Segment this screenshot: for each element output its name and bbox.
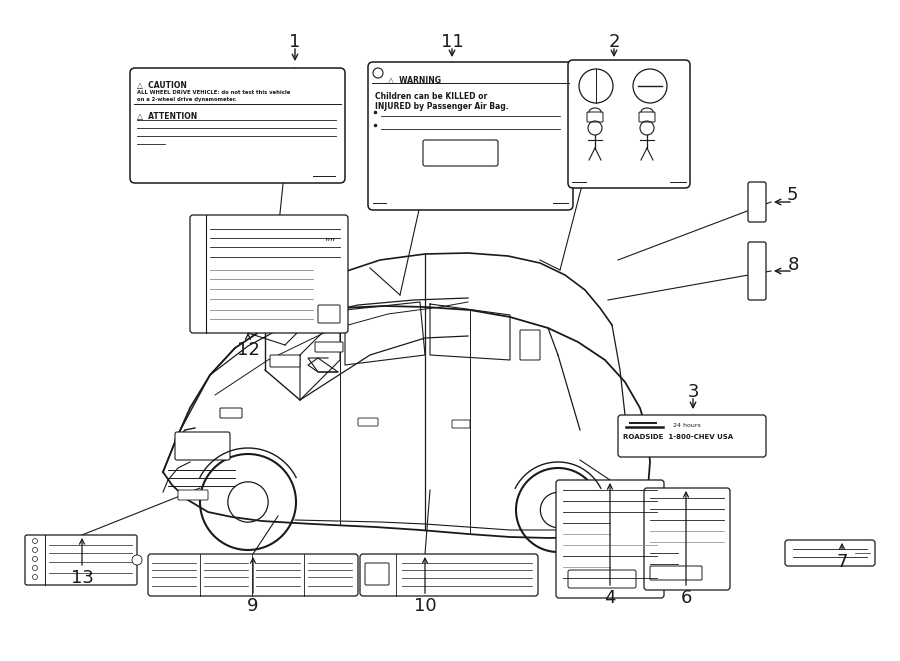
- Text: on a 2-wheel drive dynamometer.: on a 2-wheel drive dynamometer.: [137, 97, 237, 102]
- FancyBboxPatch shape: [748, 242, 766, 300]
- FancyBboxPatch shape: [748, 182, 766, 222]
- FancyBboxPatch shape: [190, 215, 348, 333]
- Text: ROADSIDE  1-800-CHEV USA: ROADSIDE 1-800-CHEV USA: [623, 434, 734, 440]
- Text: △  ATTENTION: △ ATTENTION: [137, 112, 197, 121]
- Text: 8: 8: [788, 256, 798, 274]
- FancyBboxPatch shape: [650, 566, 702, 580]
- FancyBboxPatch shape: [178, 490, 208, 500]
- FancyBboxPatch shape: [423, 140, 498, 166]
- Text: △  WARNING: △ WARNING: [388, 76, 441, 85]
- FancyBboxPatch shape: [452, 420, 470, 428]
- FancyBboxPatch shape: [315, 342, 343, 352]
- Text: Children can be KILLED or: Children can be KILLED or: [375, 92, 487, 101]
- FancyBboxPatch shape: [130, 68, 345, 183]
- Text: 24 hours: 24 hours: [673, 423, 701, 428]
- Text: 4: 4: [604, 589, 616, 607]
- FancyBboxPatch shape: [270, 355, 300, 367]
- FancyBboxPatch shape: [25, 535, 137, 585]
- Text: 13: 13: [70, 569, 94, 587]
- Text: 5: 5: [787, 186, 797, 204]
- FancyBboxPatch shape: [358, 418, 378, 426]
- Text: 6: 6: [680, 589, 692, 607]
- Text: 1: 1: [289, 33, 301, 51]
- Circle shape: [32, 547, 38, 553]
- Text: 7: 7: [836, 553, 848, 571]
- FancyBboxPatch shape: [148, 554, 358, 596]
- FancyBboxPatch shape: [520, 330, 540, 360]
- FancyBboxPatch shape: [587, 112, 603, 122]
- Circle shape: [32, 566, 38, 570]
- Text: 12: 12: [237, 341, 259, 359]
- FancyBboxPatch shape: [556, 480, 664, 598]
- FancyBboxPatch shape: [365, 563, 389, 585]
- Text: 3: 3: [688, 383, 698, 401]
- FancyBboxPatch shape: [368, 62, 573, 210]
- Text: 9: 9: [248, 597, 259, 615]
- FancyBboxPatch shape: [568, 570, 636, 588]
- Circle shape: [32, 574, 38, 580]
- FancyBboxPatch shape: [618, 415, 766, 457]
- Text: ALL WHEEL DRIVE VEHICLE: do not test this vehicle: ALL WHEEL DRIVE VEHICLE: do not test thi…: [137, 90, 291, 95]
- Text: INJURED by Passenger Air Bag.: INJURED by Passenger Air Bag.: [375, 102, 508, 111]
- FancyBboxPatch shape: [318, 305, 340, 323]
- Circle shape: [32, 539, 38, 543]
- FancyBboxPatch shape: [568, 60, 690, 188]
- Circle shape: [132, 555, 142, 565]
- FancyBboxPatch shape: [785, 540, 875, 566]
- Text: ””: ””: [324, 237, 336, 247]
- FancyBboxPatch shape: [220, 408, 242, 418]
- FancyBboxPatch shape: [639, 112, 655, 122]
- Text: △  CAUTION: △ CAUTION: [137, 81, 187, 90]
- Circle shape: [32, 557, 38, 561]
- FancyBboxPatch shape: [175, 432, 230, 460]
- Text: 11: 11: [441, 33, 464, 51]
- Text: 2: 2: [608, 33, 620, 51]
- FancyBboxPatch shape: [360, 554, 538, 596]
- FancyBboxPatch shape: [644, 488, 730, 590]
- Text: 10: 10: [414, 597, 436, 615]
